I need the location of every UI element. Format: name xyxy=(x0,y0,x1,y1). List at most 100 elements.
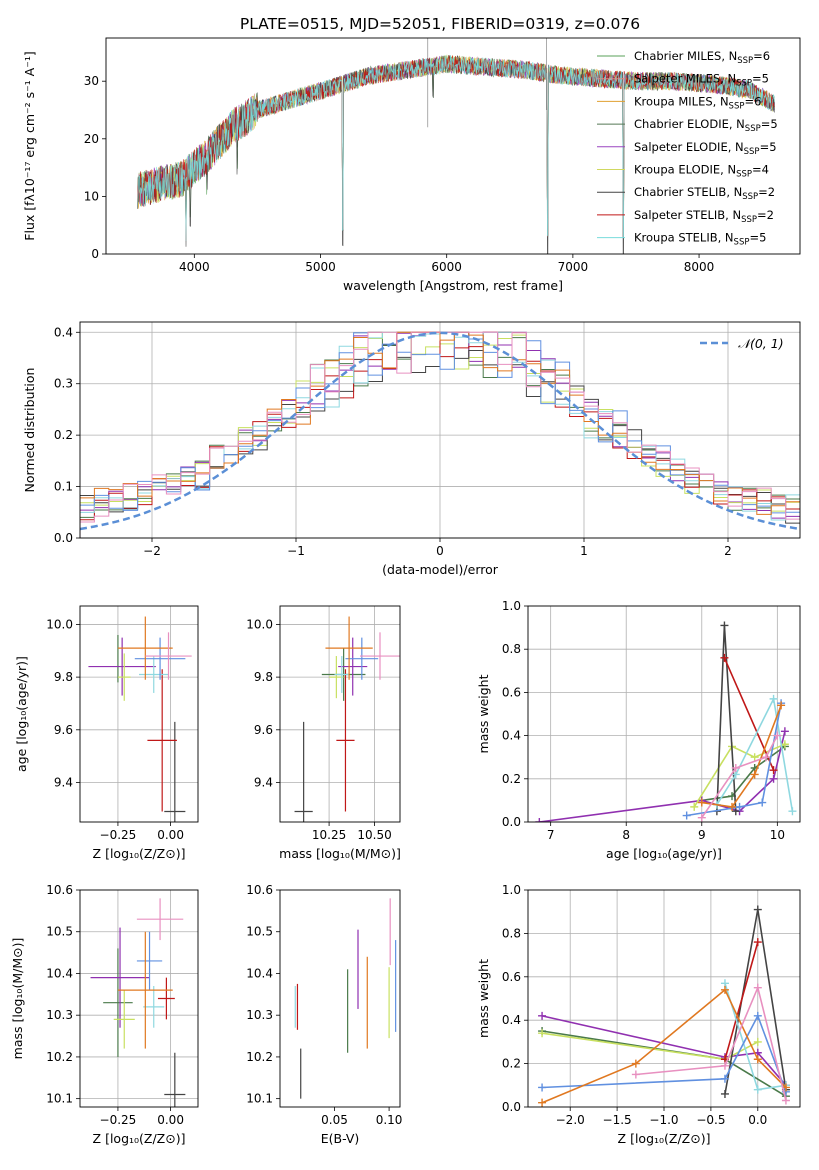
plus-marker xyxy=(769,766,778,775)
plus-marker xyxy=(538,1098,547,1107)
mass-vs-ebv-chart: 0.05 0.10 10.1 10.2 10.3 10.4 10.5 10.6 E(B-V) xyxy=(246,883,402,1146)
error-bar-point xyxy=(325,616,373,680)
weight-series-1 xyxy=(541,1015,787,1086)
x-tick-label: 10 xyxy=(770,828,785,842)
y-tick-label: 10.4 xyxy=(46,966,73,980)
x-tick-label: −1.5 xyxy=(603,1113,632,1127)
plus-marker xyxy=(535,818,544,822)
legend-label: Salpeter ELODIE, NSSP=5 xyxy=(634,140,777,157)
x-tick-label: −0.25 xyxy=(100,1113,137,1127)
error-bar-point xyxy=(134,637,186,680)
plus-marker xyxy=(731,764,740,772)
plus-marker xyxy=(720,653,729,662)
y-tick-label: 0.2 xyxy=(502,1057,521,1071)
plus-marker xyxy=(753,1085,762,1094)
x-tick-label: 0.00 xyxy=(157,1113,184,1127)
axes-frame xyxy=(105,37,801,255)
error-bar-point xyxy=(117,653,131,701)
y-tick-label: 0 xyxy=(91,247,99,261)
plus-marker xyxy=(753,1011,762,1020)
legend-count: =6 xyxy=(744,94,761,108)
weight-vs-age-series xyxy=(535,621,797,822)
error-bar-point xyxy=(157,977,175,1020)
legend-name: Salpeter ELODIE, N xyxy=(634,140,744,154)
x-tick-label: 8 xyxy=(622,828,630,842)
axes-frame xyxy=(79,321,801,539)
legend-label: Kroupa STELIB, NSSP=5 xyxy=(634,231,766,248)
legend-sub: SSP xyxy=(736,170,752,180)
legend-sub: SSP xyxy=(744,147,760,157)
y-tick-label: 9.8 xyxy=(54,670,73,684)
plus-marker xyxy=(720,1074,729,1083)
error-bar-point xyxy=(338,637,368,696)
y-tick-label: 9.8 xyxy=(254,670,273,684)
y-tick-label: 0.8 xyxy=(502,926,521,940)
y-tick-label: 10.6 xyxy=(46,883,73,897)
legend-name: Kroupa MILES, N xyxy=(634,94,729,108)
error-bar-point xyxy=(88,637,156,696)
error-bar-point xyxy=(113,990,135,1049)
plus-marker xyxy=(769,694,778,703)
plus-marker xyxy=(538,1029,547,1038)
plus-marker xyxy=(631,1070,640,1079)
y-tick-label: 0.6 xyxy=(502,970,521,984)
y-tick-label: 0.4 xyxy=(54,325,73,339)
legend-count: =2 xyxy=(758,185,775,199)
y-tick-label: 0.8 xyxy=(502,642,521,656)
y-tick-label: 0.1 xyxy=(54,480,73,494)
error-bar-point xyxy=(329,656,344,699)
legend-label: Kroupa ELODIE, NSSP=4 xyxy=(634,163,769,180)
error-bar-point xyxy=(164,721,186,822)
legend-name: Kroupa STELIB, N xyxy=(634,231,734,245)
plus-marker xyxy=(750,753,759,762)
y-tick-label: 10.1 xyxy=(246,1092,273,1106)
y-axis-label: mass weight xyxy=(476,959,491,1038)
error-bar-point xyxy=(147,669,177,812)
y-tick-label: 10.2 xyxy=(46,1050,73,1064)
legend-count: =6 xyxy=(753,49,770,63)
plus-marker xyxy=(780,740,789,749)
legend-sub: SSP xyxy=(737,56,753,66)
error-bar-point xyxy=(164,1052,186,1107)
x-tick-label: 10.25 xyxy=(312,828,346,842)
histogram-series-6 xyxy=(80,331,800,538)
weight-vs-z-chart: −2.0 −1.5 −1.0 −0.5 0.0 0.0 0.2 0.4 0.6 0.8 1.0 Z [… xyxy=(476,883,801,1146)
spectrum-series-8 xyxy=(137,55,775,241)
legend-label: Chabrier STELIB, NSSP=2 xyxy=(634,185,775,202)
weight-series-3 xyxy=(716,625,737,812)
x-axis-label: mass [log₁₀(M/M⊙)] xyxy=(279,846,401,861)
weight-series-7 xyxy=(701,705,782,808)
y-tick-label: 9.6 xyxy=(254,723,273,737)
y-tick-label: 0.3 xyxy=(54,377,73,391)
y-axis-label: Normed distribution xyxy=(22,368,37,493)
x-tick-label: −1 xyxy=(287,544,305,558)
plus-marker xyxy=(720,1089,729,1098)
legend-label: Chabrier ELODIE, NSSP=5 xyxy=(634,117,778,134)
error-bar-point xyxy=(360,632,400,680)
plus-marker xyxy=(762,753,770,762)
legend-count: =2 xyxy=(757,208,774,222)
y-tick-label: 0.0 xyxy=(502,815,521,829)
legend-sub: SSP xyxy=(741,215,757,225)
y-axis-label: mass [log₁₀(M/M⊙)] xyxy=(10,938,25,1060)
plus-marker xyxy=(720,985,729,994)
plus-marker xyxy=(788,807,797,816)
legend-count: =5 xyxy=(752,72,769,86)
residuals-chart: −2 −1 0 1 2 0.0 0.1 0.2 0.3 0.4 (data-model)/error… xyxy=(22,321,801,577)
spectrum-chart: 4000 5000 6000 7000 8000 0 10 20 30 wavelength [A… xyxy=(22,37,801,293)
error-bar-point xyxy=(345,637,379,680)
plus-marker xyxy=(777,701,786,710)
x-axis-label: Z [log₁₀(Z/Z⊙)] xyxy=(618,1131,711,1146)
legend-name: Chabrier MILES, N xyxy=(634,49,737,63)
x-tick-label: −2.0 xyxy=(556,1113,585,1127)
x-tick-label: 9 xyxy=(698,828,706,842)
x-axis-label: (data-model)/error xyxy=(382,562,499,577)
x-tick-label: −1.0 xyxy=(649,1113,678,1127)
plus-marker xyxy=(720,1061,729,1070)
error-bar-point xyxy=(139,656,169,693)
mass-vs-z-points xyxy=(90,898,186,1107)
plus-marker xyxy=(769,774,778,783)
error-bar-point xyxy=(90,927,150,1028)
weight-series-5 xyxy=(716,696,794,812)
